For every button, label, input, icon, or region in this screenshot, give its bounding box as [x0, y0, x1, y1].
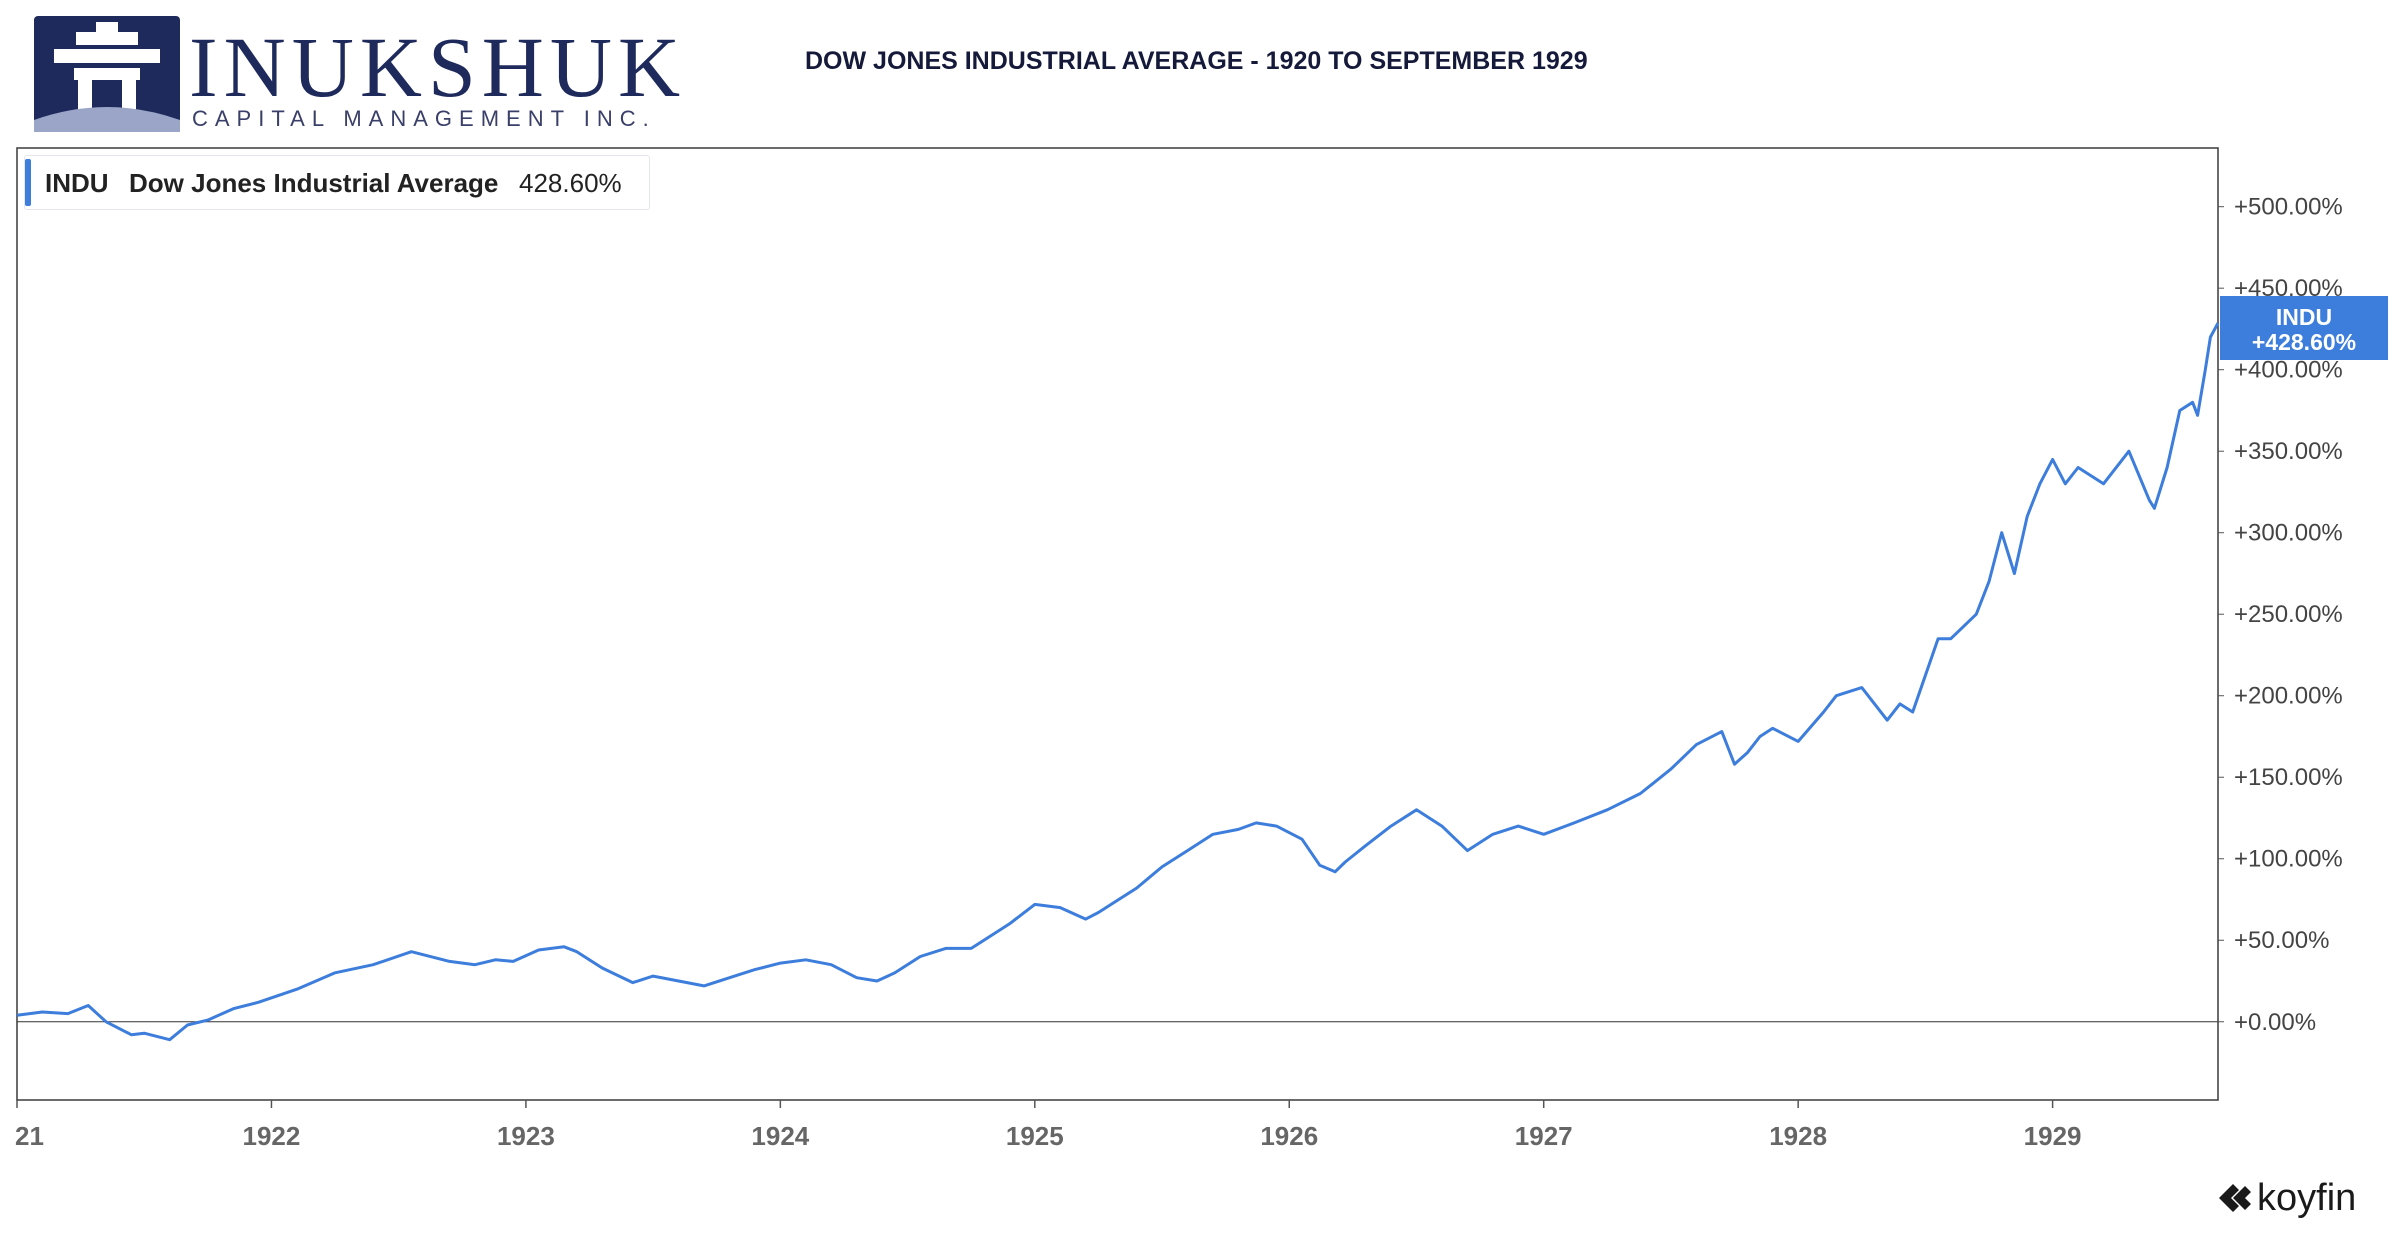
- legend-series-name: Dow Jones Industrial Average: [129, 168, 499, 198]
- x-tick-label: 1926: [1260, 1121, 1318, 1151]
- x-tick-label: 1928: [1769, 1121, 1827, 1151]
- y-tick-label: +200.00%: [2234, 683, 2343, 710]
- x-tick-label: 1927: [1515, 1121, 1573, 1151]
- koyfin-wordmark: koyfin: [2257, 1177, 2356, 1219]
- legend-color-swatch: [25, 159, 31, 206]
- logo-subtitle: CAPITAL MANAGEMENT INC.: [192, 106, 656, 131]
- x-tick-label: 1922: [243, 1121, 301, 1151]
- y-axis: +0.00% +50.00% +100.00% +150.00% +200.00% +25…: [2218, 194, 2343, 1036]
- y-tick-label: +400.00%: [2234, 357, 2343, 384]
- x-tick-label: 1929: [2024, 1121, 2082, 1151]
- y-tick-label: +350.00%: [2234, 438, 2343, 465]
- x-tick-label: 1925: [1006, 1121, 1064, 1151]
- price-tag-ticker: INDU: [2276, 304, 2332, 330]
- legend-value: 428.60%: [519, 168, 622, 198]
- y-tick-label: +250.00%: [2234, 601, 2343, 628]
- koyfin-logo-icon: [2219, 1184, 2251, 1212]
- x-tick-label: 1923: [497, 1121, 555, 1151]
- logo-wordmark: INUKSHUK: [189, 19, 687, 115]
- logo: INUKSHUK CAPITAL MANAGEMENT INC.: [14, 14, 680, 132]
- y-tick-label: +300.00%: [2234, 520, 2343, 547]
- x-axis: 21 1922 1923 1924 1925 1926 1927 1928 1929: [15, 1100, 2082, 1151]
- y-tick-label: +50.00%: [2234, 927, 2329, 954]
- koyfin-brand: koyfin: [2205, 1170, 2385, 1226]
- price-tag-value: +428.60%: [2252, 329, 2356, 355]
- y-tick-label: +0.00%: [2234, 1009, 2316, 1036]
- x-tick-label: 1924: [751, 1121, 809, 1151]
- series-line-indu: [16, 322, 2220, 1042]
- legend[interactable]: INDU Dow Jones Industrial Average 428.60…: [24, 155, 650, 210]
- inukshuk-logo-icon: [34, 16, 180, 132]
- chart-title: DOW JONES INDUSTRIAL AVERAGE - 1920 TO S…: [805, 47, 1588, 75]
- y-tick-label: +150.00%: [2234, 764, 2343, 791]
- x-tick-label: 21: [15, 1121, 44, 1151]
- y-tick-label: +100.00%: [2234, 846, 2343, 873]
- legend-ticker: INDU: [45, 168, 109, 198]
- plot-frame: [16, 147, 2219, 1101]
- y-tick-label: +500.00%: [2234, 194, 2343, 221]
- price-tag: INDU +428.60%: [2220, 296, 2388, 360]
